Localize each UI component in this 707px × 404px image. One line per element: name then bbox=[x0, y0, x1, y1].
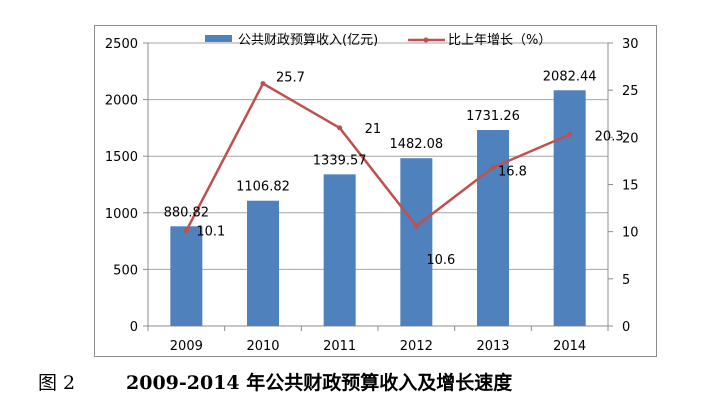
bar bbox=[553, 90, 586, 326]
bar bbox=[477, 130, 509, 326]
line-point bbox=[567, 132, 573, 138]
line-data-label: 10.1 bbox=[196, 225, 225, 240]
bar-data-label: 1339.57 bbox=[313, 153, 367, 168]
right-axis-tick-label: 15 bbox=[622, 179, 639, 194]
right-axis-ticks: 0 5 10 15 20 25 30 bbox=[622, 37, 639, 335]
bar-data-label: 1731.26 bbox=[466, 109, 520, 124]
x-axis-tick-label: 2012 bbox=[400, 339, 433, 354]
x-axis-ticks: 2009 2010 2011 2012 2013 2014 bbox=[170, 339, 586, 354]
line-data-label: 21 bbox=[365, 122, 382, 137]
left-axis-tick-label: 0 bbox=[130, 320, 138, 335]
figure-caption: 图 2 2009-2014 年公共财政预算收入及增长速度 bbox=[38, 366, 512, 396]
gridlines bbox=[143, 42, 613, 331]
bar-data-label: 880.82 bbox=[164, 205, 210, 220]
bar-data-label: 2082.44 bbox=[543, 69, 597, 84]
line-point bbox=[337, 125, 343, 131]
line-data-label: 16.8 bbox=[498, 165, 527, 180]
line-data-label: 10.6 bbox=[426, 253, 455, 268]
left-axis-tick-label: 1000 bbox=[105, 207, 138, 222]
line-series bbox=[183, 81, 573, 234]
right-axis-tick-label: 10 bbox=[622, 226, 639, 241]
x-axis-tick-label: 2009 bbox=[170, 339, 203, 354]
line-data-label: 20.3 bbox=[595, 130, 624, 145]
right-axis-tick-label: 5 bbox=[622, 273, 630, 288]
legend: 公共财政预算收入(亿元) 比上年增长（%） bbox=[205, 33, 551, 48]
x-axis-tick-label: 2014 bbox=[553, 339, 586, 354]
figure-title: 2009-2014 年公共财政预算收入及增长速度 bbox=[126, 371, 513, 394]
x-axis-tick-label: 2011 bbox=[323, 339, 356, 354]
figure-number: 图 2 bbox=[38, 371, 76, 394]
bar-data-labels: 880.82 1106.82 1339.57 1482.08 1731.26 2082.4… bbox=[164, 69, 597, 220]
bar bbox=[170, 226, 203, 326]
line-data-label: 25.7 bbox=[276, 71, 305, 86]
right-axis-tick-label: 0 bbox=[622, 320, 630, 335]
right-axis-tick-label: 25 bbox=[622, 84, 639, 99]
line-data-labels: 10.1 25.7 21 10.6 16.8 20.3 bbox=[196, 71, 623, 268]
right-axis-tick-label: 20 bbox=[622, 131, 639, 146]
legend-swatch-bar bbox=[205, 35, 232, 42]
legend-marker-line bbox=[423, 37, 429, 43]
line-point bbox=[490, 165, 496, 171]
x-axis-tick-label: 2010 bbox=[246, 339, 279, 354]
legend-label-line: 比上年增长（%） bbox=[448, 33, 551, 48]
right-axis-tick-label: 30 bbox=[622, 37, 639, 52]
line-point bbox=[260, 81, 266, 87]
line-point bbox=[183, 228, 189, 234]
legend-label-bar: 公共财政预算收入(亿元) bbox=[238, 33, 378, 48]
line-point bbox=[413, 223, 419, 229]
bar-data-label: 1106.82 bbox=[236, 180, 290, 195]
left-axis-tick-label: 1500 bbox=[105, 150, 138, 165]
left-axis-tick-label: 2500 bbox=[105, 37, 138, 52]
growth-line bbox=[185, 82, 571, 232]
bar-data-label: 1482.08 bbox=[389, 137, 443, 152]
left-axis-ticks: 0 500 1000 1500 2000 2500 bbox=[105, 37, 138, 335]
left-axis-tick-label: 500 bbox=[113, 263, 138, 278]
bar bbox=[247, 200, 279, 326]
left-axis-tick-label: 2000 bbox=[105, 94, 138, 109]
x-axis-tick-label: 2013 bbox=[476, 339, 509, 354]
bar bbox=[400, 158, 433, 326]
bar bbox=[323, 174, 356, 326]
